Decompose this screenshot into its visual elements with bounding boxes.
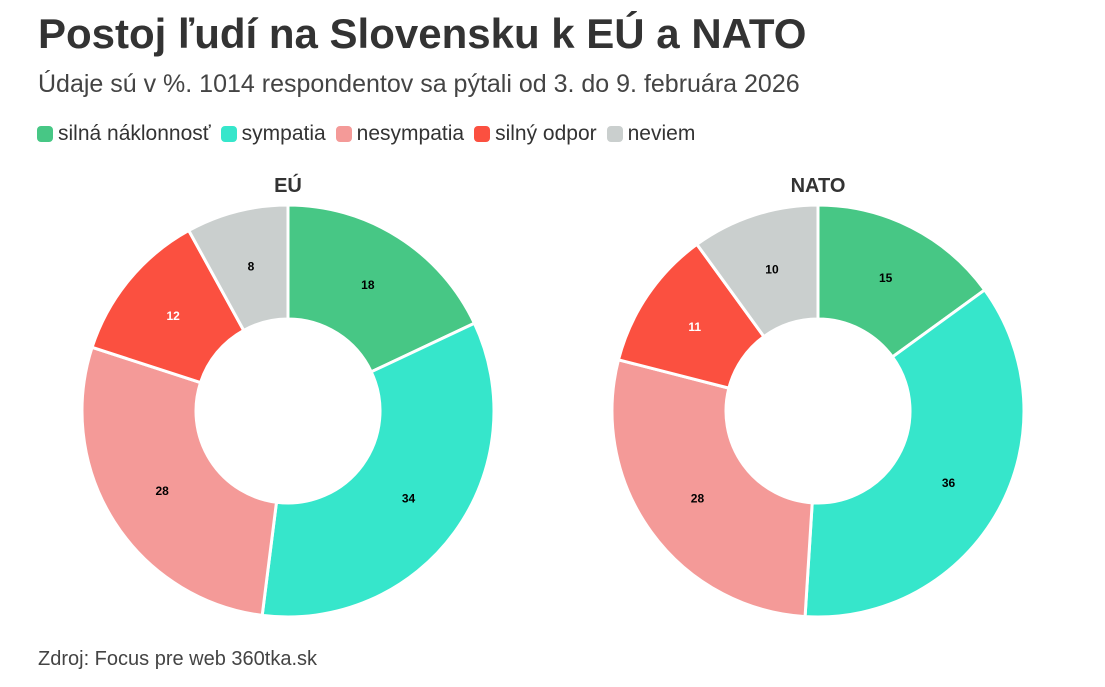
data-label-nesympatia: 28 — [691, 492, 705, 506]
chart-0-title: EÚ — [274, 173, 302, 197]
legend-item-nesympatia[interactable]: nesympatia — [335, 122, 465, 146]
slice-nesympatia[interactable] — [610, 358, 814, 619]
source-note: Zdroj: Focus pre web 360tka.sk — [38, 648, 318, 670]
legend-swatch — [335, 126, 352, 142]
donut-chart-nato-svg: NATO 15 36 28 11 10 — [610, 175, 1026, 619]
slice-silna-naklonnost[interactable] — [286, 203, 476, 374]
legend-label: nesympatia — [356, 122, 465, 145]
data-label-sympatia: 34 — [402, 492, 416, 506]
chart-title: Postoj ľudí na Slovensku k EÚ a NATO — [38, 10, 807, 57]
data-label-neviem: 8 — [248, 260, 255, 274]
slice-neviem[interactable] — [695, 203, 820, 339]
data-label-silny-odpor: 12 — [167, 309, 181, 323]
legend-swatch — [37, 126, 53, 142]
legend-label: silná náklonnosť — [58, 122, 211, 145]
slice-nesympatia[interactable] — [80, 345, 278, 617]
data-label-silna-naklonnost: 15 — [879, 271, 893, 285]
legend-label: neviem — [627, 122, 696, 145]
legend-label: silný odpor — [495, 122, 597, 145]
donut-chart-eu-svg: EÚ 18 34 28 12 8 — [80, 173, 496, 619]
slice-sympatia[interactable] — [260, 321, 496, 619]
data-label-sympatia: 36 — [942, 476, 956, 490]
legend-swatch — [220, 126, 237, 142]
legend-item-silny-odpor[interactable]: silný odpor — [474, 122, 597, 146]
slice-sympatia[interactable] — [803, 288, 1026, 619]
data-label-neviem: 10 — [765, 262, 779, 276]
data-label-silny-odpor: 11 — [688, 320, 701, 334]
legend: silná náklonnosť sympatia nesympatia sil… — [37, 122, 705, 146]
chart-subtitle: Údaje sú v %. 1014 respondentov sa pýtal… — [38, 70, 800, 98]
chart-1-title: NATO — [791, 175, 846, 197]
legend-swatch — [474, 126, 491, 142]
donut-chart-nato: NATO 15 36 28 11 10 — [598, 168, 1038, 628]
legend-item-sympatia[interactable]: sympatia — [220, 122, 326, 146]
data-label-nesympatia: 28 — [156, 484, 170, 498]
slice-neviem[interactable] — [187, 203, 290, 332]
legend-swatch — [606, 126, 623, 142]
legend-item-silna-naklonnost[interactable]: silná náklonnosť — [37, 122, 211, 146]
legend-label: sympatia — [241, 122, 326, 145]
data-label-silna-naklonnost: 18 — [361, 278, 375, 292]
legend-item-neviem[interactable]: neviem — [606, 122, 696, 146]
donut-chart-eu: EÚ 18 34 28 12 8 — [68, 168, 508, 628]
